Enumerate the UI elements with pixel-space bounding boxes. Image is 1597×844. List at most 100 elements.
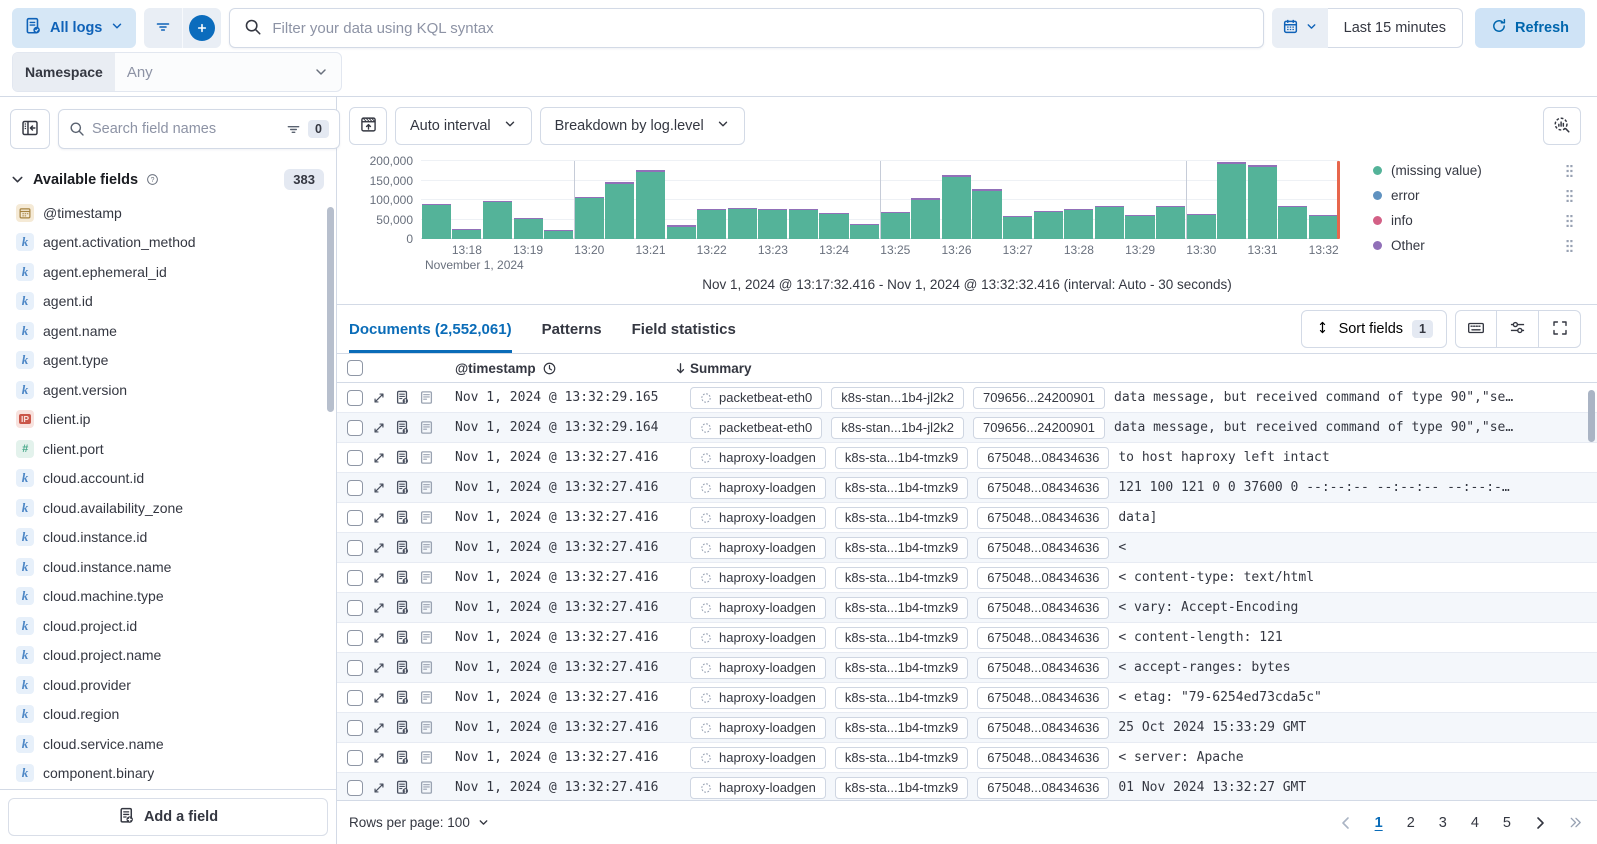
summary-badge[interactable]: 675048...08434636 bbox=[977, 716, 1110, 739]
refresh-button[interactable]: Refresh bbox=[1475, 8, 1585, 48]
sidebar-scrollbar[interactable] bbox=[327, 207, 334, 412]
summary-badge[interactable]: k8s-sta...1b4-tmzk9 bbox=[834, 566, 969, 589]
page-button-1[interactable]: 1 bbox=[1374, 814, 1383, 831]
field-list-item[interactable]: k cloud.machine.type bbox=[10, 582, 322, 612]
summary-badge[interactable]: k8s-stan...1b4-jl2k2 bbox=[831, 386, 964, 409]
histogram-bar[interactable] bbox=[605, 161, 635, 239]
expand-icon[interactable] bbox=[372, 541, 386, 555]
degraded-doc-icon[interactable] bbox=[395, 510, 410, 525]
histogram-bar[interactable] bbox=[635, 161, 665, 239]
summary-badge[interactable]: haproxy-loadgen bbox=[690, 446, 826, 469]
field-list-item[interactable]: k cloud.instance.id bbox=[10, 523, 322, 553]
summary-badge[interactable]: k8s-sta...1b4-tmzk9 bbox=[834, 686, 969, 709]
field-list-item[interactable]: # client.port bbox=[10, 434, 322, 464]
row-checkbox[interactable] bbox=[347, 719, 363, 736]
summary-badge[interactable]: haproxy-loadgen bbox=[690, 536, 826, 559]
summary-badge[interactable]: k8s-sta...1b4-tmzk9 bbox=[834, 746, 969, 769]
legend-item[interactable]: (missing value) bbox=[1373, 163, 1575, 178]
histogram-bar[interactable] bbox=[1308, 161, 1339, 239]
field-list-item[interactable]: @timestamp bbox=[10, 198, 322, 228]
expand-icon[interactable] bbox=[372, 601, 386, 615]
field-filter-icon[interactable] bbox=[286, 122, 301, 137]
tab-field-statistics[interactable]: Field statistics bbox=[631, 320, 736, 338]
stacktrace-icon[interactable] bbox=[419, 690, 434, 705]
expand-icon[interactable] bbox=[372, 781, 386, 795]
histogram-bar[interactable] bbox=[1064, 161, 1094, 239]
histogram-bar[interactable] bbox=[941, 161, 971, 239]
field-list-item[interactable]: k agent.ephemeral_id bbox=[10, 257, 322, 287]
summary-badge[interactable]: haproxy-loadgen bbox=[690, 626, 826, 649]
summary-badge[interactable]: 675048...08434636 bbox=[977, 746, 1110, 769]
summary-badge[interactable]: haproxy-loadgen bbox=[690, 776, 826, 799]
summary-badge[interactable]: k8s-sta...1b4-tmzk9 bbox=[834, 716, 969, 739]
page-button-3[interactable]: 3 bbox=[1438, 814, 1447, 831]
summary-badge[interactable]: k8s-sta...1b4-tmzk9 bbox=[834, 506, 969, 529]
histogram-bar[interactable] bbox=[911, 161, 941, 239]
stacktrace-icon[interactable] bbox=[419, 390, 434, 405]
select-all-checkbox[interactable] bbox=[347, 360, 363, 376]
summary-badge[interactable]: packetbeat-eth0 bbox=[690, 386, 823, 409]
histogram-bar[interactable] bbox=[697, 161, 727, 239]
histogram-bar[interactable] bbox=[1125, 161, 1155, 239]
explore-in-lens-button[interactable] bbox=[1543, 107, 1581, 145]
row-checkbox[interactable] bbox=[347, 599, 363, 616]
date-quick-select-button[interactable] bbox=[1271, 8, 1328, 48]
histogram-bar[interactable] bbox=[1186, 161, 1216, 239]
summary-badge[interactable]: haproxy-loadgen bbox=[690, 566, 826, 589]
summary-badge[interactable]: haproxy-loadgen bbox=[690, 476, 826, 499]
row-checkbox[interactable] bbox=[347, 569, 363, 586]
legend-grip-icon[interactable] bbox=[1564, 214, 1575, 228]
summary-badge[interactable]: 675048...08434636 bbox=[977, 506, 1110, 529]
summary-badge[interactable]: haproxy-loadgen bbox=[690, 746, 826, 769]
row-checkbox[interactable] bbox=[347, 779, 363, 796]
stacktrace-icon[interactable] bbox=[419, 570, 434, 585]
sort-fields-button[interactable]: Sort fields 1 bbox=[1300, 310, 1447, 348]
legend-item[interactable]: info bbox=[1373, 213, 1575, 228]
summary-badge[interactable]: k8s-sta...1b4-tmzk9 bbox=[834, 776, 969, 799]
summary-badge[interactable]: 675048...08434636 bbox=[977, 476, 1110, 499]
field-list-item[interactable]: IP client.ip bbox=[10, 405, 322, 435]
field-list-item[interactable]: k agent.version bbox=[10, 375, 322, 405]
degraded-doc-icon[interactable] bbox=[395, 420, 410, 435]
add-filter-button[interactable] bbox=[183, 8, 221, 48]
histogram-bar[interactable] bbox=[1278, 161, 1308, 239]
stacktrace-icon[interactable] bbox=[419, 510, 434, 525]
legend-grip-icon[interactable] bbox=[1564, 164, 1575, 178]
histogram-bar[interactable] bbox=[1156, 161, 1186, 239]
help-icon[interactable]: ? bbox=[146, 173, 159, 186]
summary-badge[interactable]: k8s-sta...1b4-tmzk9 bbox=[834, 656, 969, 679]
summary-badge[interactable]: packetbeat-eth0 bbox=[690, 416, 823, 439]
legend-grip-icon[interactable] bbox=[1564, 189, 1575, 203]
histogram-bar[interactable] bbox=[666, 161, 696, 239]
degraded-doc-icon[interactable] bbox=[395, 390, 410, 405]
expand-icon[interactable] bbox=[372, 721, 386, 735]
fullscreen-button[interactable] bbox=[1539, 310, 1581, 348]
keyboard-shortcuts-button[interactable] bbox=[1455, 310, 1497, 348]
field-list-item[interactable]: k agent.type bbox=[10, 346, 322, 376]
field-list-item[interactable]: k cloud.project.id bbox=[10, 611, 322, 641]
kql-input[interactable] bbox=[272, 19, 1249, 37]
tab-documents[interactable]: Documents (2,552,061) bbox=[349, 305, 512, 353]
summary-badge[interactable]: 675048...08434636 bbox=[977, 566, 1110, 589]
kql-search-bar[interactable] bbox=[229, 8, 1264, 48]
histogram-bar[interactable] bbox=[574, 161, 604, 239]
field-list-item[interactable]: k cloud.instance.name bbox=[10, 552, 322, 582]
stacktrace-icon[interactable] bbox=[419, 780, 434, 795]
summary-badge[interactable]: haproxy-loadgen bbox=[690, 506, 826, 529]
page-button-5[interactable]: 5 bbox=[1502, 814, 1511, 831]
interval-dropdown[interactable]: Auto interval bbox=[395, 107, 532, 145]
histogram-bar[interactable] bbox=[788, 161, 818, 239]
collapse-sidebar-button[interactable] bbox=[10, 109, 50, 149]
row-checkbox[interactable] bbox=[347, 509, 363, 526]
row-checkbox[interactable] bbox=[347, 419, 363, 436]
stacktrace-icon[interactable] bbox=[419, 660, 434, 675]
degraded-doc-icon[interactable] bbox=[395, 570, 410, 585]
summary-column-header[interactable]: Summary bbox=[690, 360, 752, 376]
degraded-doc-icon[interactable] bbox=[395, 780, 410, 795]
summary-badge[interactable]: k8s-sta...1b4-tmzk9 bbox=[834, 626, 969, 649]
row-checkbox[interactable] bbox=[347, 539, 363, 556]
field-list-item[interactable]: k agent.name bbox=[10, 316, 322, 346]
histogram-bar[interactable] bbox=[1033, 161, 1063, 239]
breakdown-dropdown[interactable]: Breakdown by log.level bbox=[539, 107, 745, 145]
expand-icon[interactable] bbox=[372, 751, 386, 765]
